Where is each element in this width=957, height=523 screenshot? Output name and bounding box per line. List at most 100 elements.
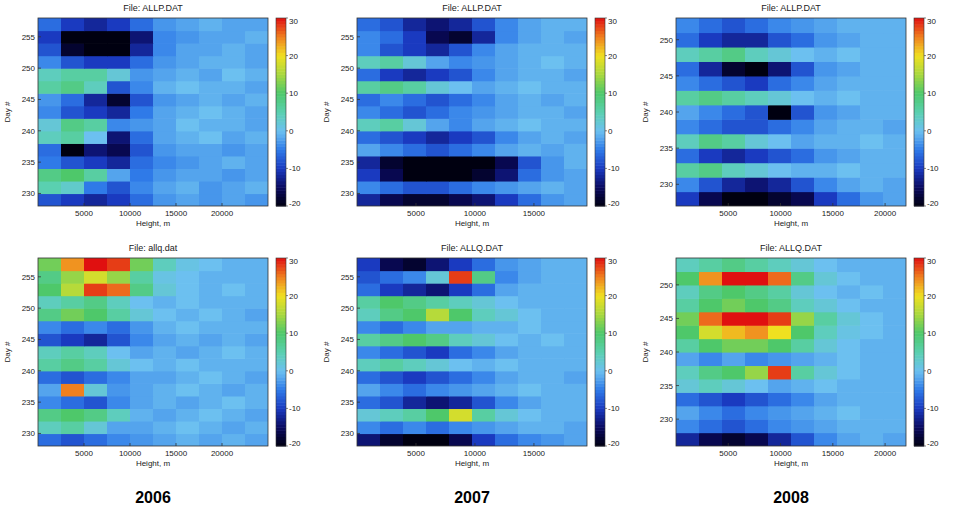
heat-cell [745, 76, 769, 91]
colorbar-step [276, 62, 286, 66]
colorbar-step [595, 383, 605, 387]
y-tick-label: 235 [22, 398, 36, 407]
heat-cell [745, 47, 769, 62]
colorbar-step [276, 324, 286, 328]
heat-cell [245, 371, 268, 384]
colorbar-step [276, 31, 286, 35]
heat-cell [61, 81, 85, 94]
heat-cell [541, 181, 565, 194]
heat-cell [222, 333, 246, 346]
heat-cell [472, 321, 496, 334]
heat-cell [676, 258, 700, 272]
heat-cell [449, 296, 473, 309]
heat-cell [814, 192, 838, 206]
heat-cell [357, 193, 381, 206]
colorbar-step [914, 181, 924, 185]
colorbar-step [276, 128, 286, 132]
colorbar-step [276, 131, 286, 135]
heat-cell [860, 163, 884, 178]
heat-cell [449, 408, 473, 421]
heat-cell [541, 118, 565, 131]
heat-cell [768, 312, 792, 326]
colorbar-step [914, 140, 924, 144]
heat-cell [541, 131, 565, 144]
heat-cell [222, 168, 246, 181]
colorbar-step [914, 333, 924, 337]
heat-cell [222, 283, 246, 296]
colorbar-step [595, 143, 605, 147]
heat-cell [84, 283, 108, 296]
y-axis-title: Day # [322, 101, 331, 122]
heat-cell [380, 358, 404, 371]
heat-cell [38, 258, 62, 271]
colorbar-step [276, 311, 286, 315]
heat-cell [472, 156, 496, 169]
heat-cell [564, 68, 587, 81]
colorbar-step [276, 296, 286, 300]
heat-cell [564, 193, 587, 206]
colorbar-step [914, 134, 924, 138]
heat-cell [518, 168, 542, 181]
heat-cell [84, 408, 108, 421]
heat-cell [745, 163, 769, 178]
heat-cell [176, 321, 200, 334]
heat-cell [745, 177, 769, 192]
colorbar-step [914, 156, 924, 160]
panel: File: ALLP.DAT5000100001500020000Height,… [3, 3, 301, 228]
heat-cell [837, 90, 861, 105]
heat-cell [38, 31, 62, 44]
heat-cell [199, 168, 223, 181]
heat-cell [153, 433, 177, 446]
heat-cell [153, 31, 177, 44]
colorbar-tick-label: 20 [289, 292, 298, 301]
heat-cell [564, 31, 587, 44]
heat-cell [883, 339, 906, 353]
colorbar-step [595, 415, 605, 419]
heat-cell [38, 358, 62, 371]
y-tick-label: 240 [660, 108, 674, 117]
heat-cell [722, 163, 746, 178]
heat-cell [860, 192, 884, 206]
x-tick-label: 15000 [822, 449, 845, 458]
heat-cell [380, 283, 404, 296]
heat-cell [722, 298, 746, 312]
heat-cell [130, 346, 154, 359]
colorbar-step [914, 418, 924, 422]
colorbar-step [914, 24, 924, 28]
colorbar-tick-label: 0 [289, 367, 294, 376]
heat-cell [426, 193, 450, 206]
heat-cell [176, 408, 200, 421]
heat-cell [564, 283, 587, 296]
colorbar-tick-label: -20 [289, 439, 301, 448]
x-tick-label: 5000 [719, 209, 737, 218]
colorbar-step [276, 90, 286, 94]
heat-cell [860, 339, 884, 353]
heat-cell [426, 56, 450, 69]
colorbar-frame [914, 18, 924, 206]
heat-cell [130, 283, 154, 296]
heat-cell [130, 193, 154, 206]
colorbar-step [595, 408, 605, 412]
heat-cell [426, 421, 450, 434]
heat-cell [541, 106, 565, 119]
heat-cell [791, 18, 815, 33]
heat-cell [768, 47, 792, 62]
heat-cell [791, 61, 815, 76]
x-tick-label: 15000 [165, 209, 188, 218]
heat-cell [61, 346, 85, 359]
colorbar-step [914, 302, 924, 306]
heat-cell [495, 56, 519, 69]
heat-cell [518, 18, 542, 31]
heat-cell [722, 90, 746, 105]
heat-cell [837, 258, 861, 272]
heat-cell [153, 371, 177, 384]
y-tick-label: 240 [341, 127, 355, 136]
colorbar-step [276, 277, 286, 281]
heat-cell [153, 408, 177, 421]
heat-cell [768, 352, 792, 366]
colorbar-step [914, 52, 924, 56]
colorbar-step [595, 103, 605, 107]
heat-cell [245, 181, 268, 194]
colorbar-step [914, 440, 924, 444]
heat-cell [791, 419, 815, 433]
